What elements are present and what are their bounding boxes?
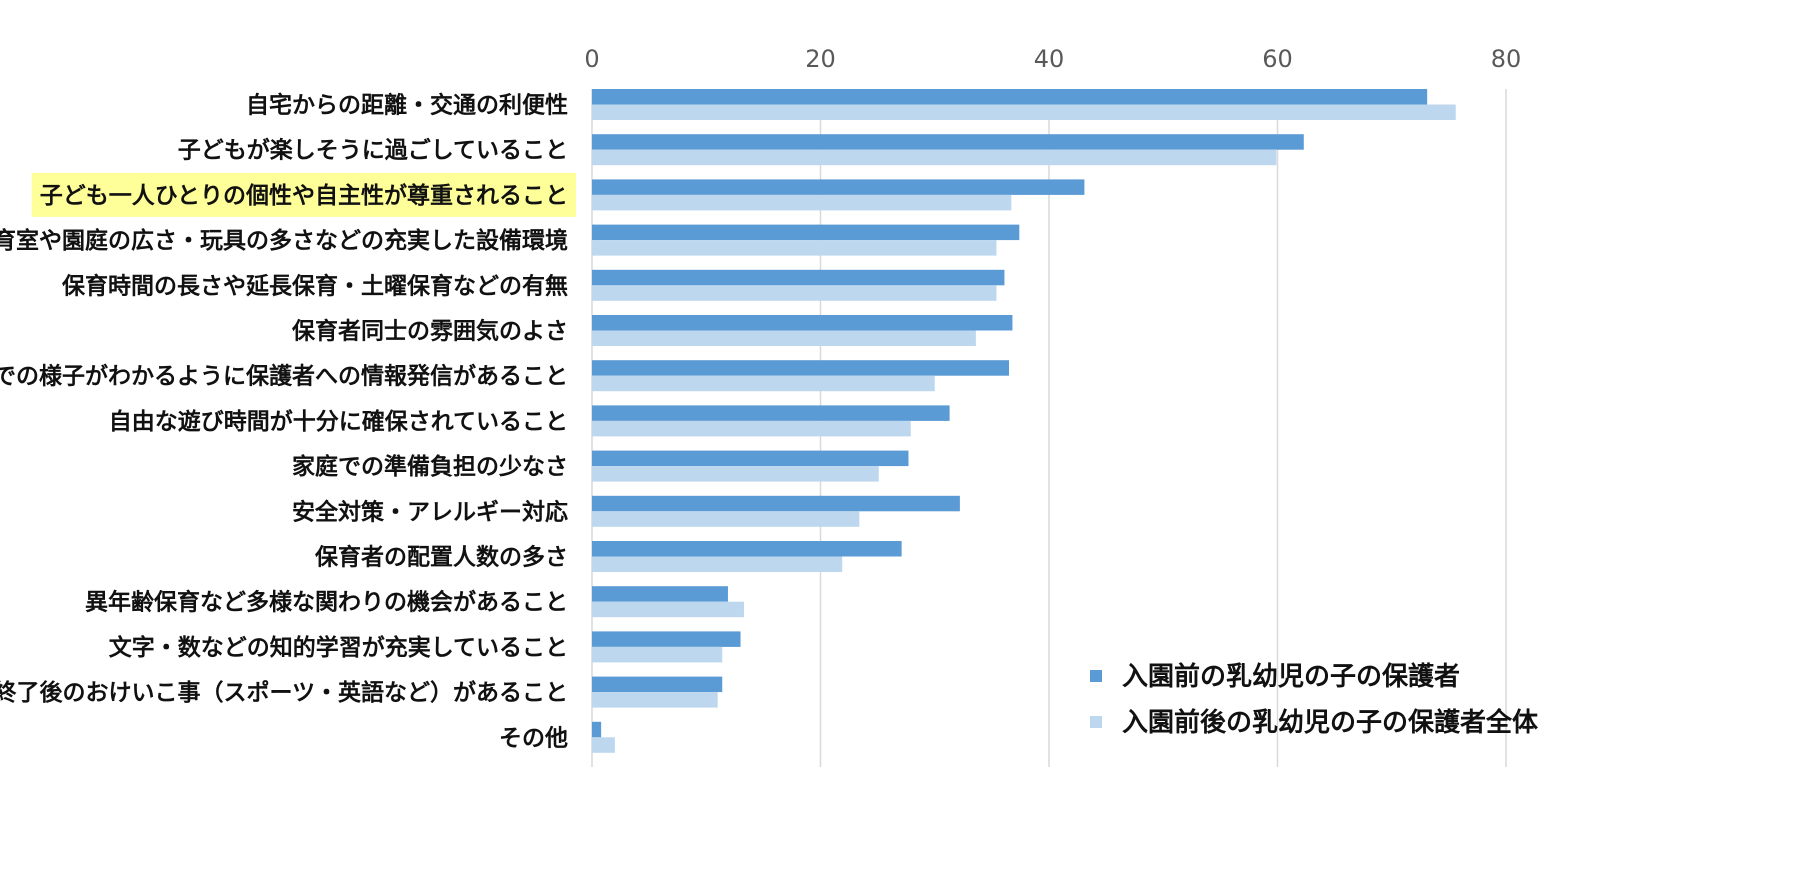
bar-series-2 bbox=[592, 375, 935, 392]
bar-series-1 bbox=[592, 676, 723, 693]
category-label: 自宅からの距離・交通の利便性 bbox=[246, 92, 568, 119]
bar-series-2 bbox=[592, 240, 997, 256]
bar-series-1 bbox=[592, 405, 950, 421]
bar-series-1 bbox=[592, 315, 1013, 331]
bar-series-2 bbox=[592, 194, 1012, 211]
category-label: 文字・数などの知的学習が充実していること bbox=[109, 634, 568, 661]
bar-series-2 bbox=[592, 330, 976, 346]
category-label: 保育時間の長さや延長保育・土曜保育などの有無 bbox=[61, 272, 568, 299]
bar-series-2 bbox=[592, 104, 1456, 120]
bar-series-1 bbox=[592, 269, 1005, 286]
bar-series-2 bbox=[592, 556, 843, 572]
legend-swatch-1 bbox=[1090, 670, 1102, 682]
bars bbox=[592, 89, 1456, 753]
bar-series-1 bbox=[592, 224, 1020, 241]
tick-label-40: 40 bbox=[1034, 45, 1065, 73]
category-labels: 自宅からの距離・交通の利便性子どもが楽しそうに過ごしていること子ども一人ひとりの… bbox=[0, 92, 568, 752]
tick-label-20: 20 bbox=[805, 45, 836, 73]
bar-series-1 bbox=[592, 495, 960, 512]
bar-series-1 bbox=[592, 89, 1428, 105]
category-label: 家庭での準備負担の少なさ bbox=[292, 453, 568, 480]
bar-series-1 bbox=[592, 586, 728, 602]
category-label: 保育者の配置人数の多さ bbox=[314, 544, 568, 571]
tick-label-80: 80 bbox=[1491, 45, 1522, 73]
category-label: その他 bbox=[499, 725, 568, 751]
category-label: 保育終了後のおけいこ事（スポーツ・英語など）があること bbox=[0, 679, 568, 706]
category-label: 保育者同士の雰囲気のよさ bbox=[291, 318, 568, 345]
category-label: 安全対策・アレルギー対応 bbox=[292, 498, 568, 525]
tick-label-0: 0 bbox=[584, 45, 599, 73]
bar-series-2 bbox=[592, 601, 744, 618]
bar-series-1 bbox=[592, 450, 909, 467]
bar-series-1 bbox=[592, 179, 1085, 195]
highlight-layer bbox=[31, 172, 576, 217]
category-label: 園での様子がわかるように保護者への情報発信があること bbox=[0, 363, 568, 390]
legend-swatch-2 bbox=[1090, 716, 1102, 728]
category-label: 自由な遊び時間が十分に確保されていること bbox=[109, 408, 568, 435]
legend-label-2: 入園前後の乳幼児の子の保護者全体 bbox=[1122, 707, 1539, 738]
bar-series-2 bbox=[592, 646, 723, 663]
category-label: 子どもが楽しそうに過ごしていること bbox=[178, 137, 568, 164]
bar-series-2 bbox=[592, 420, 911, 437]
bar-series-1 bbox=[592, 721, 602, 738]
bar-series-2 bbox=[592, 737, 615, 753]
bar-series-1 bbox=[592, 541, 902, 557]
bar-series-2 bbox=[592, 511, 860, 527]
x-axis-ticks: 0 20 40 60 80 bbox=[584, 45, 1521, 73]
legend-label-1: 入園前の乳幼児の子の保護者 bbox=[1122, 661, 1460, 692]
tick-label-60: 60 bbox=[1262, 45, 1293, 73]
highlight-box bbox=[31, 172, 576, 217]
category-label: 保育室や園庭の広さ・玩具の多さなどの充実した設備環境 bbox=[0, 227, 568, 254]
bar-series-1 bbox=[592, 360, 1010, 376]
bar-series-2 bbox=[592, 149, 1277, 166]
bar-series-1 bbox=[592, 631, 741, 647]
bar-series-2 bbox=[592, 466, 879, 482]
bar-series-1 bbox=[592, 134, 1304, 150]
category-label: 異年齢保育など多様な関わりの機会があること bbox=[85, 589, 568, 616]
bar-series-2 bbox=[592, 285, 997, 301]
category-label: 子ども一人ひとりの個性や自主性が尊重されること bbox=[40, 182, 568, 209]
bar-series-2 bbox=[592, 692, 718, 708]
